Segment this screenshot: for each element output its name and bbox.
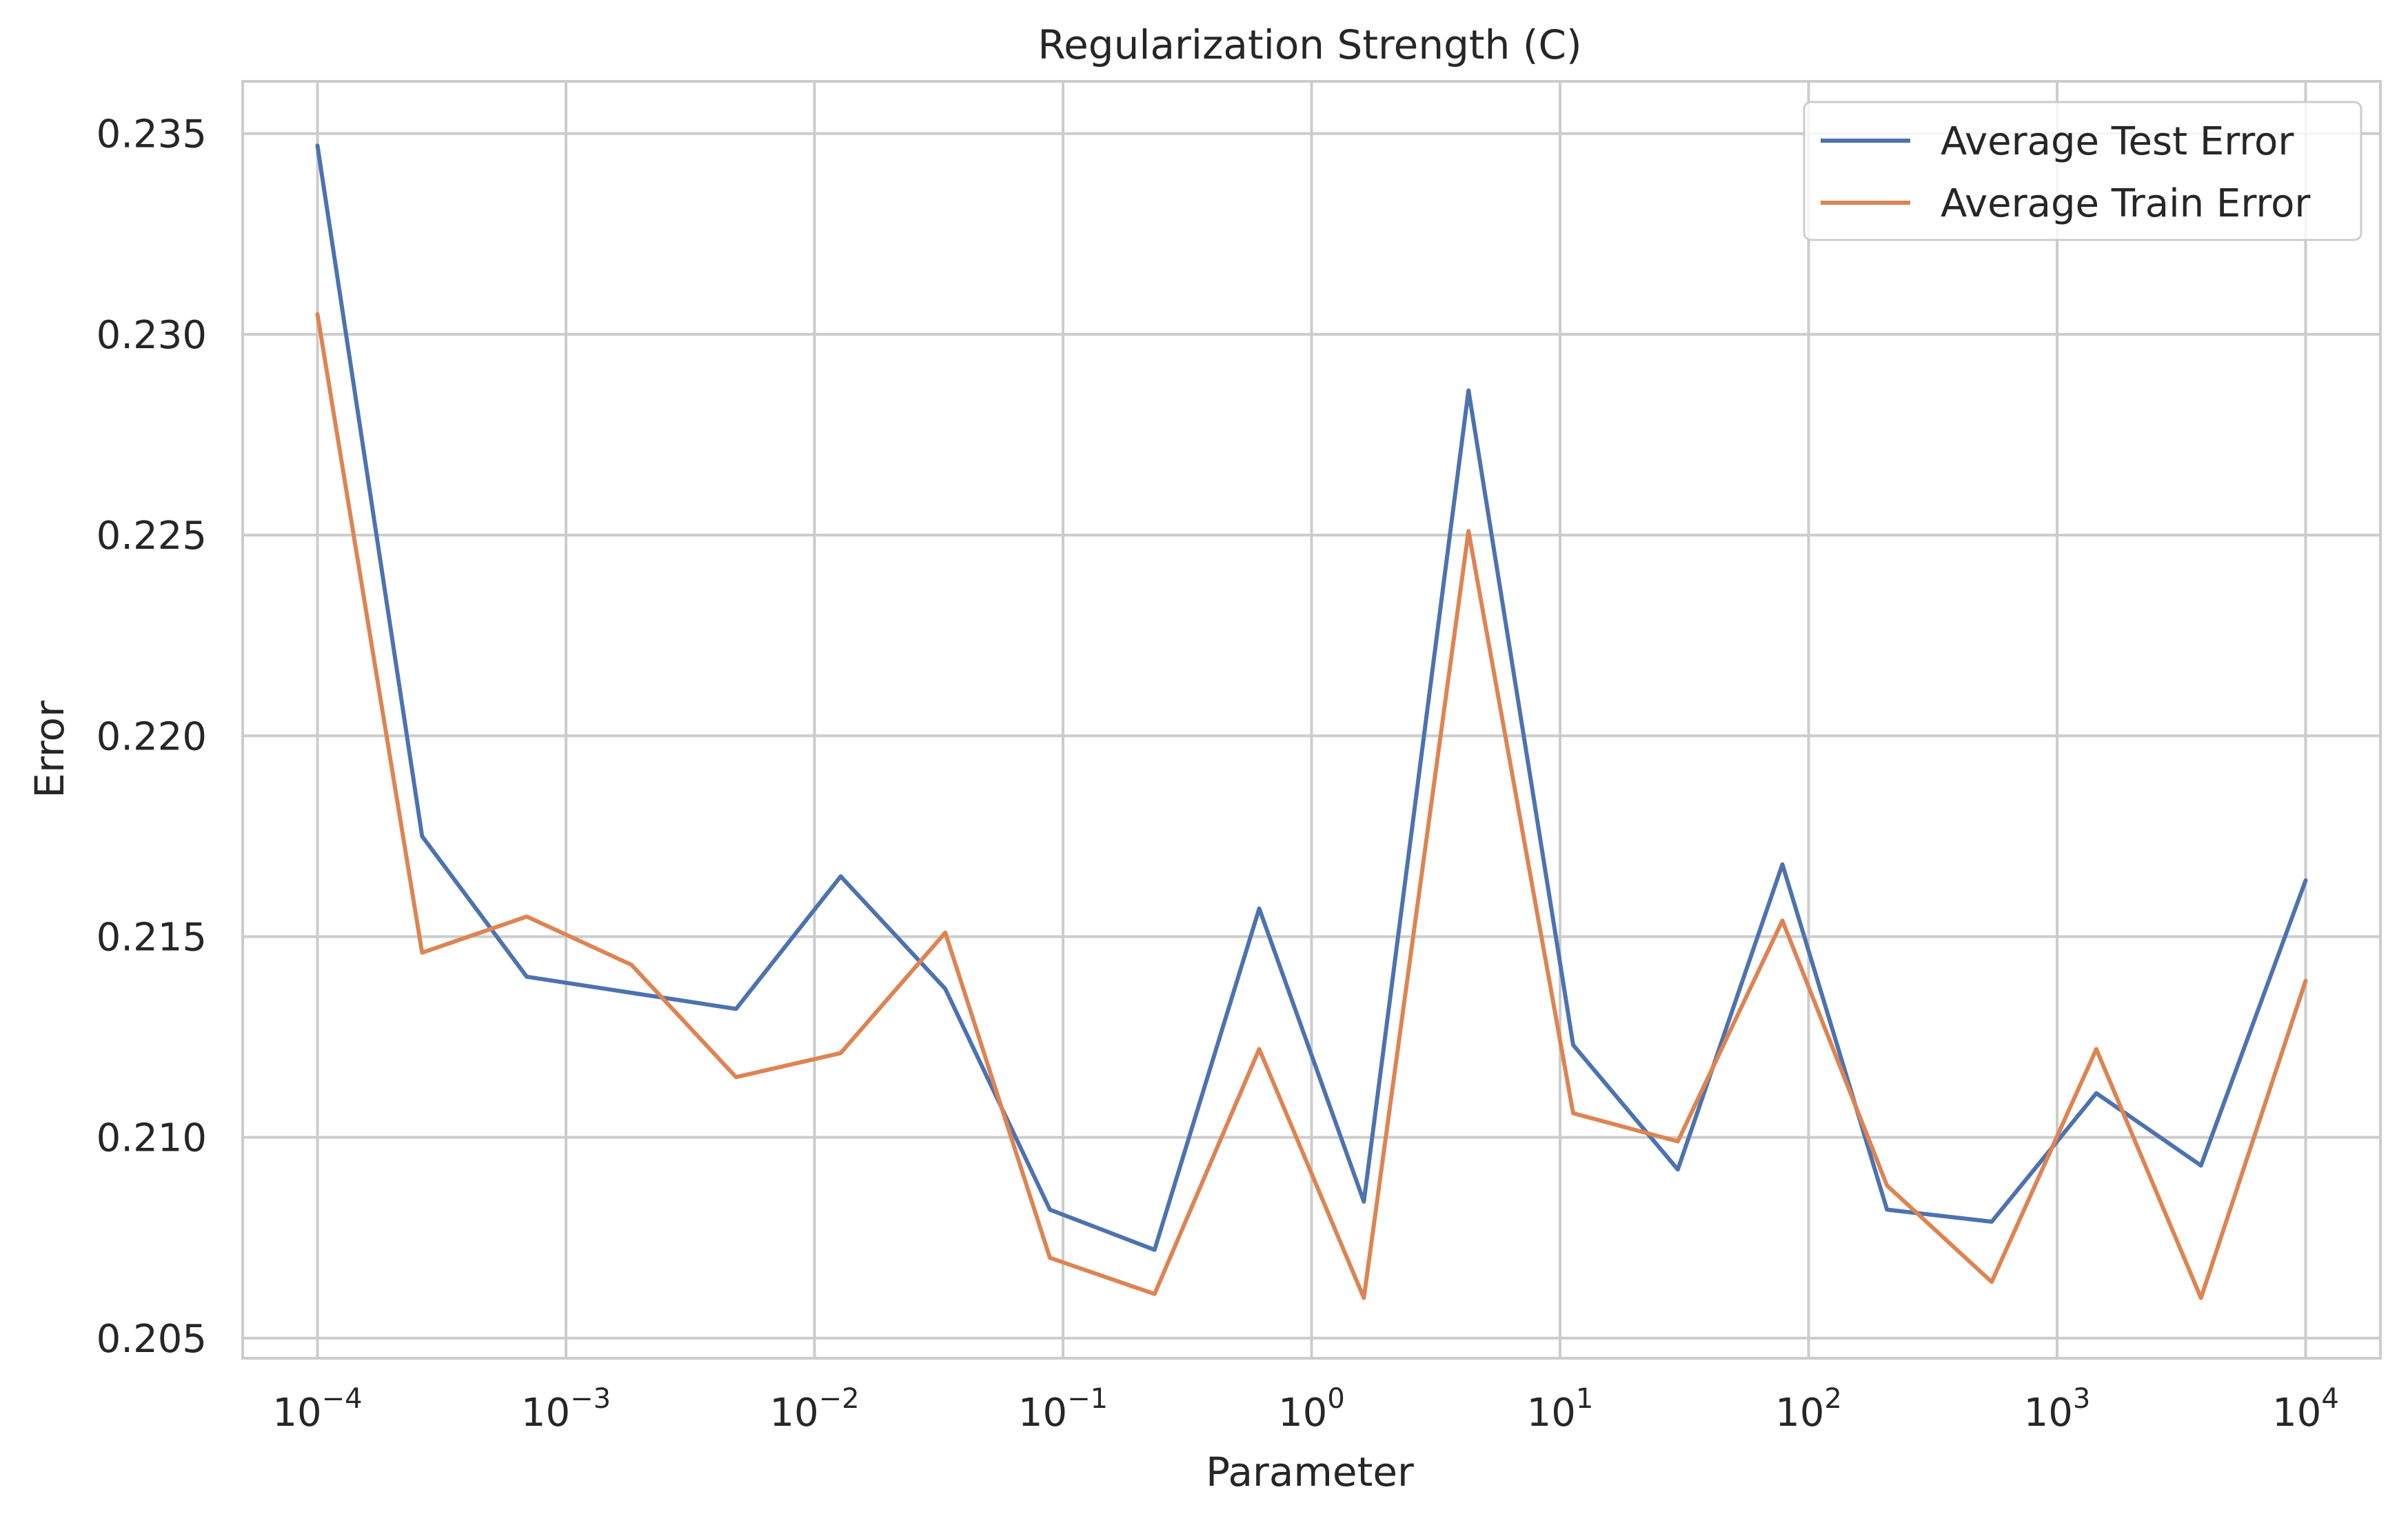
y-tick-label: 0.205 <box>97 1317 207 1362</box>
x-tick-base: 10 <box>1278 1391 1327 1435</box>
series-line-2 <box>315 312 2308 1300</box>
x-tick-base: 10 <box>2024 1391 2073 1435</box>
x-axis-label: Parameter <box>1206 1449 1414 1495</box>
chart-title: Regularization Strength (C) <box>1038 21 1581 68</box>
legend: Average Test Error Average Train Error <box>1803 101 2363 241</box>
x-tick-base: 10 <box>272 1391 321 1435</box>
x-tick-base: 10 <box>1018 1391 1067 1435</box>
y-tick-label: 0.230 <box>97 313 207 358</box>
x-tick-base: 10 <box>1775 1391 1824 1435</box>
x-tick-label: 104 <box>2272 1383 2339 1435</box>
x-tick-exponent: −4 <box>322 1383 363 1415</box>
legend-label-2: Average Train Error <box>1941 181 2311 226</box>
x-tick-labels: 10−4 10−3 10−2 10−1 100 101 102 103 104 <box>272 1383 2338 1435</box>
x-tick-label: 100 <box>1278 1383 1345 1435</box>
x-tick-base: 10 <box>2272 1391 2321 1435</box>
series-line-1 <box>315 143 2308 1252</box>
x-tick-base: 10 <box>1527 1391 1576 1435</box>
x-tick-base: 10 <box>769 1391 818 1435</box>
y-tick-label: 0.210 <box>97 1116 207 1161</box>
x-tick-label: 10−4 <box>272 1383 362 1435</box>
x-tick-label: 10−3 <box>521 1383 611 1435</box>
x-tick-exponent: −3 <box>570 1383 611 1415</box>
x-tick-exponent: −2 <box>819 1383 860 1415</box>
x-tick-label: 101 <box>1527 1383 1594 1435</box>
x-tick-exponent: 1 <box>1576 1383 1593 1415</box>
legend-label-1: Average Test Error <box>1941 119 2294 164</box>
y-tick-label: 0.235 <box>97 112 207 157</box>
y-axis-label: Error <box>26 700 73 798</box>
series-layer <box>315 143 2308 1300</box>
x-tick-base: 10 <box>521 1391 570 1435</box>
x-tick-exponent: −1 <box>1067 1383 1108 1415</box>
x-tick-exponent: 3 <box>2073 1383 2090 1415</box>
y-tick-labels: 0.205 0.210 0.215 0.220 0.225 0.230 0.235 <box>97 112 207 1362</box>
x-tick-label: 102 <box>1775 1383 1842 1435</box>
x-tick-label: 103 <box>2024 1383 2091 1435</box>
grid-lines <box>243 81 2380 1358</box>
x-tick-exponent: 0 <box>1327 1383 1344 1415</box>
x-tick-exponent: 4 <box>2321 1383 2338 1415</box>
y-tick-label: 0.220 <box>97 714 207 759</box>
x-tick-label: 10−1 <box>1018 1383 1108 1435</box>
x-tick-label: 10−2 <box>769 1383 859 1435</box>
legend-box <box>1803 101 2363 241</box>
plot-area-frame <box>241 80 2382 1360</box>
y-tick-label: 0.215 <box>97 915 207 960</box>
x-tick-exponent: 2 <box>1824 1383 1841 1415</box>
y-tick-label: 0.225 <box>97 514 207 558</box>
